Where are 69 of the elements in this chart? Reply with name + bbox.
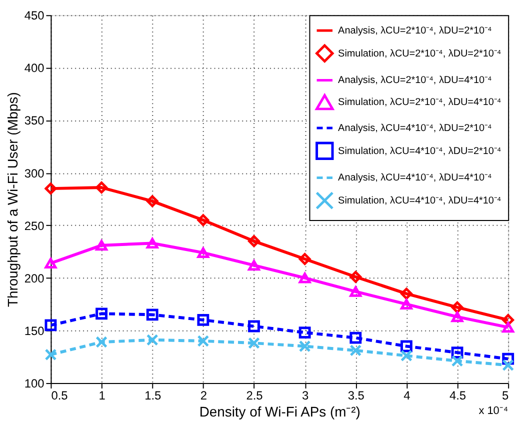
x-tick-label: 3 — [302, 388, 309, 402]
point — [400, 298, 412, 310]
point — [502, 322, 514, 333]
point — [96, 308, 108, 320]
point — [502, 352, 514, 365]
point — [298, 340, 311, 352]
point — [197, 314, 210, 326]
x-tick-label: 4.5 — [449, 388, 466, 402]
point — [298, 253, 311, 265]
y-tick-label: 450 — [24, 8, 45, 23]
y-tick-label: 400 — [24, 61, 45, 76]
legend-label: Simulation, λCU=2*10⁻⁴, λDU=2*10⁻⁴ — [338, 48, 502, 60]
x-tick-label: 1.5 — [144, 388, 162, 402]
point — [248, 260, 260, 271]
point — [197, 247, 210, 258]
point — [248, 320, 260, 332]
point — [96, 182, 108, 194]
point — [146, 308, 158, 321]
point — [44, 319, 57, 332]
point — [298, 326, 311, 339]
point — [451, 301, 464, 314]
point — [400, 340, 412, 352]
legend-label: Simulation, λCU=2*10⁻⁴, λDU=4*10⁻⁴ — [338, 97, 502, 108]
point — [451, 311, 464, 322]
point — [146, 195, 158, 208]
x-tick-label: 2 — [200, 388, 208, 402]
point — [451, 346, 464, 358]
point — [502, 314, 514, 326]
x-tick-label: 1 — [98, 388, 106, 402]
y-tick-label: 150 — [24, 324, 45, 338]
point — [298, 272, 311, 284]
point — [96, 336, 108, 348]
point — [146, 334, 158, 346]
x-tick-label: 3.5 — [348, 388, 365, 402]
text: x 10⁻⁴ — [478, 404, 508, 417]
legend-label: Analysis, λCU=4*10⁻⁴, λDU=4*10⁻⁴ — [338, 172, 492, 184]
point — [400, 288, 412, 300]
x-tick-label: 4 — [404, 388, 411, 402]
x-tick-label: 0.5 — [51, 388, 68, 402]
x-axis-title: Density of Wi-Fi APs (m⁻²) — [199, 403, 360, 420]
legend-label: Analysis, λCU=2*10⁻⁴, λDU=4*10⁻⁴ — [338, 75, 492, 86]
point — [400, 350, 412, 362]
y-tick-label: 100 — [24, 376, 45, 390]
point — [96, 240, 108, 251]
x-tick-label: 2.5 — [246, 388, 264, 402]
legend-label: Simulation, λCU=4*10⁻⁴, λDU=2*10⁻⁴ — [338, 146, 502, 157]
point — [146, 238, 158, 249]
point — [502, 359, 514, 372]
point — [350, 270, 362, 283]
point — [44, 348, 57, 361]
y-axis-title: Throughput of a Wi-Fi User (Mbps) — [4, 92, 20, 307]
point — [350, 332, 362, 344]
point — [197, 335, 210, 347]
x-tick-label: 5 — [502, 388, 509, 402]
legend-label: Analysis, λCU=2*10⁻⁴, λDU=2*10⁻⁴ — [338, 26, 492, 37]
point — [451, 354, 464, 367]
point — [248, 235, 260, 248]
point — [44, 258, 57, 269]
y-tick-label: 250 — [24, 218, 45, 233]
point — [248, 337, 260, 350]
point — [350, 344, 362, 356]
point — [350, 286, 362, 297]
y-tick-label: 200 — [24, 271, 45, 286]
point — [197, 214, 210, 226]
y-tick-label: 300 — [24, 166, 45, 180]
legend-label: Simulation, λCU=4*10⁻⁴, λDU=4*10⁻⁴ — [338, 196, 502, 207]
point — [44, 182, 57, 195]
legend-label: Analysis, λCU=4*10⁻⁴, λDU=2*10⁻⁴ — [338, 122, 492, 134]
y-tick-label: 350 — [24, 114, 45, 128]
